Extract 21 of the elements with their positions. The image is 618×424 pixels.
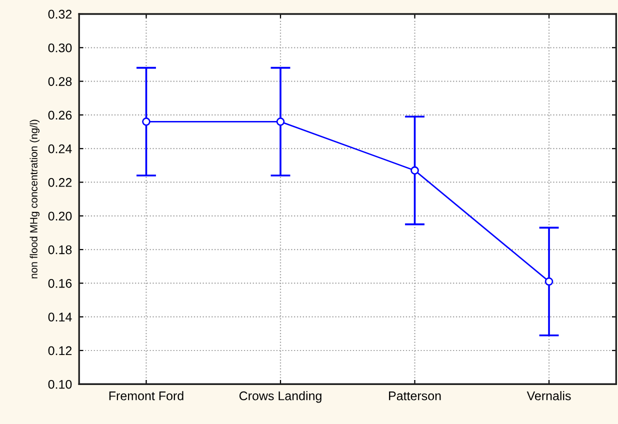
- y-tick-label: 0.14: [48, 312, 72, 322]
- y-tick-label: 0.28: [48, 77, 72, 86]
- y-tick-label: 0.12: [48, 346, 72, 356]
- y-tick-label: 0.26: [48, 110, 72, 120]
- point: [544, 277, 554, 286]
- y-tick-label: 0.22: [48, 178, 72, 187]
- point: [142, 118, 150, 126]
- point: [410, 166, 419, 175]
- y-tick-label: 0.30: [48, 43, 72, 52]
- y-tick-label: 0.32: [48, 10, 72, 19]
- y-tick-label: 0.10: [48, 380, 72, 389]
- y-tick-label: 0.20: [48, 212, 72, 221]
- x-tick-label: Patterson: [389, 392, 441, 400]
- y-tick-label: 0.24: [48, 144, 72, 154]
- x-tick-label: Fremont Ford: [109, 391, 184, 400]
- x-tick-label: Vernalis: [526, 391, 571, 400]
- x-tick-label: Crows Landing: [239, 391, 322, 403]
- y-axis-title: non flood MHg concentration (ng/l): [30, 120, 40, 278]
- y-tick-label: 0.18: [48, 245, 72, 254]
- y-tick-label: 0.16: [48, 278, 72, 288]
- point: [276, 118, 285, 126]
